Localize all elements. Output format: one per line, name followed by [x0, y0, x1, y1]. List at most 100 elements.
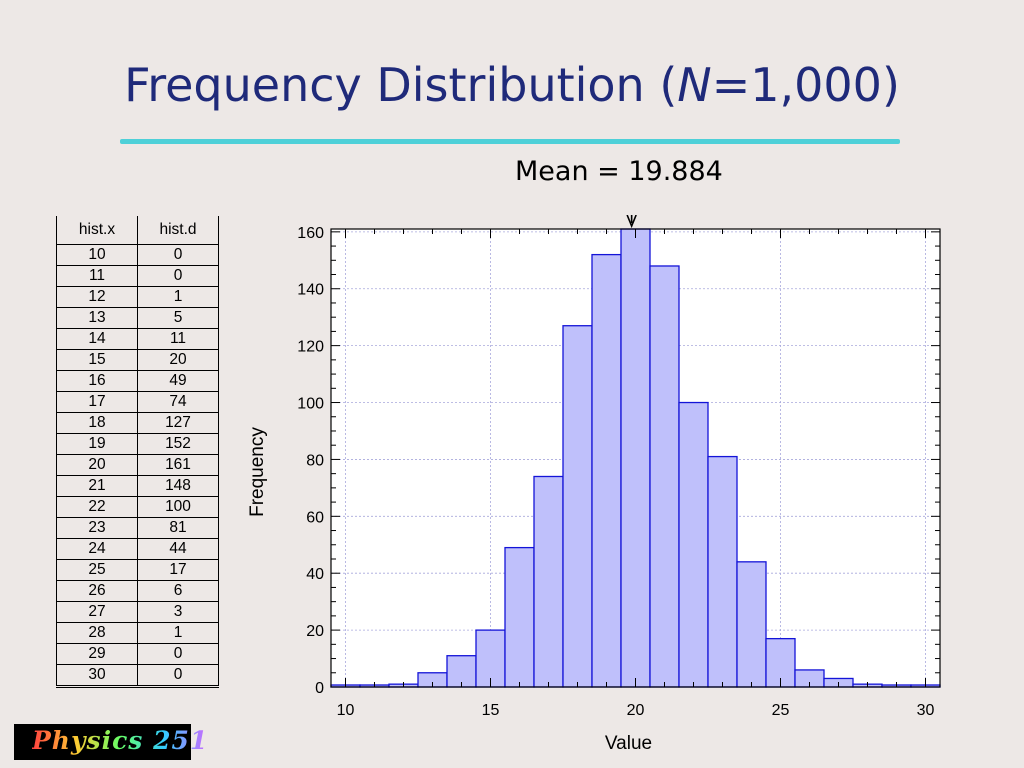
- table-cell-d: 49: [137, 370, 219, 392]
- table-cell-x: 26: [56, 580, 138, 602]
- histogram-bar: [562, 325, 593, 688]
- y-axis-label: Frequency: [247, 427, 268, 517]
- x-axis-label: Value: [605, 733, 652, 754]
- histogram-bar: [620, 228, 651, 688]
- y-tick-label: 20: [306, 623, 324, 640]
- table-cell-x: 15: [56, 349, 138, 371]
- table-cell-d: 152: [137, 433, 219, 455]
- histogram-table: hist.x hist.d 10 0 11 0 12 1 13 5 14 11 15 20 16 49 17…: [56, 216, 219, 688]
- table-cell-d: 20: [137, 349, 219, 371]
- table-cell-d: 0: [137, 664, 219, 688]
- table-header-d: hist.d: [137, 216, 219, 245]
- table-cell-x: 27: [56, 601, 138, 623]
- table-cell-x: 10: [56, 244, 138, 266]
- histogram-bar: [678, 401, 709, 688]
- logo-text: Physics 251: [32, 726, 209, 755]
- y-tick-label: 140: [297, 282, 324, 299]
- title-divider: [120, 139, 900, 144]
- title-italic-n: N: [677, 58, 712, 112]
- table-row: 20 161: [56, 454, 219, 476]
- histogram-bar: [591, 253, 622, 688]
- table-row: 22 100: [56, 496, 219, 518]
- histogram-bar: [649, 265, 680, 688]
- table-row: 11 0: [56, 265, 219, 287]
- table-cell-x: 18: [56, 412, 138, 434]
- x-tick-label: 10: [337, 702, 355, 719]
- y-tick-label: 60: [306, 509, 324, 526]
- table-cell-x: 23: [56, 517, 138, 539]
- table-cell-x: 25: [56, 559, 138, 581]
- table-cell-x: 28: [56, 622, 138, 644]
- table-cell-x: 30: [56, 664, 138, 688]
- table-header-row: hist.x hist.d: [56, 216, 219, 245]
- table-cell-d: 148: [137, 475, 219, 497]
- title-suffix: =1,000): [711, 58, 900, 112]
- slide-title: Frequency Distribution (N=1,000): [0, 58, 1024, 112]
- table-row: 14 11: [56, 328, 219, 350]
- table-cell-d: 0: [137, 244, 219, 266]
- table-row: 21 148: [56, 475, 219, 497]
- y-tick-label: 100: [297, 396, 324, 413]
- table-cell-x: 29: [56, 643, 138, 665]
- table-cell-x: 16: [56, 370, 138, 392]
- table-row: 24 44: [56, 538, 219, 560]
- table-cell-d: 3: [137, 601, 219, 623]
- table-row: 10 0: [56, 244, 219, 266]
- x-tick-label: 15: [482, 702, 500, 719]
- table-header-x: hist.x: [56, 216, 138, 245]
- physics-251-logo: Physics 251: [14, 724, 207, 760]
- x-tick-label: 20: [627, 702, 645, 719]
- table-cell-x: 21: [56, 475, 138, 497]
- table-cell-d: 17: [137, 559, 219, 581]
- table-cell-x: 13: [56, 307, 138, 329]
- table-cell-d: 127: [137, 412, 219, 434]
- y-tick-label: 0: [315, 680, 324, 697]
- histogram-chart: 10 15 20 25 30 0 20 40 60 80 100 120 140 160 Value Freq…: [247, 215, 941, 754]
- table-row: 23 81: [56, 517, 219, 539]
- table-cell-d: 100: [137, 496, 219, 518]
- histogram-bar: [533, 475, 564, 688]
- table-row: 13 5: [56, 307, 219, 329]
- title-prefix: Frequency Distribution (: [124, 58, 678, 112]
- mean-label: Mean = 19.884: [515, 156, 723, 187]
- table-row: 16 49: [56, 370, 219, 392]
- table-cell-x: 11: [56, 265, 138, 287]
- table-cell-d: 161: [137, 454, 219, 476]
- table-row: 19 152: [56, 433, 219, 455]
- table-row: 17 74: [56, 391, 219, 413]
- table-cell-d: 1: [137, 622, 219, 644]
- table-cell-x: 14: [56, 328, 138, 350]
- table-row: 15 20: [56, 349, 219, 371]
- y-tick-label: 120: [297, 339, 324, 356]
- table-cell-d: 1: [137, 286, 219, 308]
- histogram-bar: [707, 455, 738, 688]
- mean-arrow-head: [626, 215, 637, 229]
- table-cell-d: 44: [137, 538, 219, 560]
- table-row: 25 17: [56, 559, 219, 581]
- x-tick-label: 25: [772, 702, 790, 719]
- table-row: 30 0: [56, 664, 219, 688]
- x-tick-label: 30: [917, 702, 935, 719]
- table-cell-x: 24: [56, 538, 138, 560]
- table-cell-d: 0: [137, 643, 219, 665]
- table-row: 26 6: [56, 580, 219, 602]
- table-cell-x: 20: [56, 454, 138, 476]
- table-cell-d: 6: [137, 580, 219, 602]
- table-cell-d: 5: [137, 307, 219, 329]
- table-row: 27 3: [56, 601, 219, 623]
- histogram-bar: [736, 561, 767, 688]
- table-cell-d: 0: [137, 265, 219, 287]
- table-cell-x: 12: [56, 286, 138, 308]
- histogram-bar: [504, 546, 535, 688]
- table-cell-d: 11: [137, 328, 219, 350]
- table-cell-x: 17: [56, 391, 138, 413]
- table-row: 18 127: [56, 412, 219, 434]
- table-cell-x: 19: [56, 433, 138, 455]
- table-cell-x: 22: [56, 496, 138, 518]
- table-row: 12 1: [56, 286, 219, 308]
- y-tick-label: 80: [306, 452, 324, 469]
- table-cell-d: 74: [137, 391, 219, 413]
- table-cell-d: 81: [137, 517, 219, 539]
- y-tick-label: 40: [306, 566, 324, 583]
- table-row: 28 1: [56, 622, 219, 644]
